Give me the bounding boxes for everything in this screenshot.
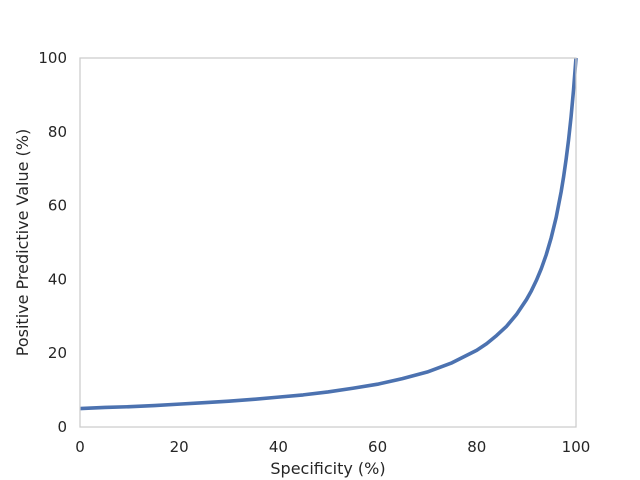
y-tick-label: 60: [48, 197, 67, 215]
y-tick-label: 100: [38, 49, 67, 67]
plot-frame: [79, 57, 577, 428]
x-tick-label: 100: [562, 438, 591, 456]
x-tick-label: 20: [170, 438, 189, 456]
y-tick-label: 80: [48, 123, 67, 141]
y-axis-label: Positive Predictive Value (%): [13, 129, 32, 356]
y-tick-label: 20: [48, 344, 67, 362]
x-tick-label: 60: [368, 438, 387, 456]
x-tick-label: 40: [269, 438, 288, 456]
x-tick-label: 0: [75, 438, 85, 456]
ppv-curve-line: [79, 57, 578, 411]
x-tick-label: 80: [467, 438, 486, 456]
y-tick-label: 0: [57, 418, 67, 436]
y-tick-label: 40: [48, 270, 67, 288]
plot-area: [80, 58, 576, 427]
x-axis-label: Specificity (%): [270, 459, 385, 478]
